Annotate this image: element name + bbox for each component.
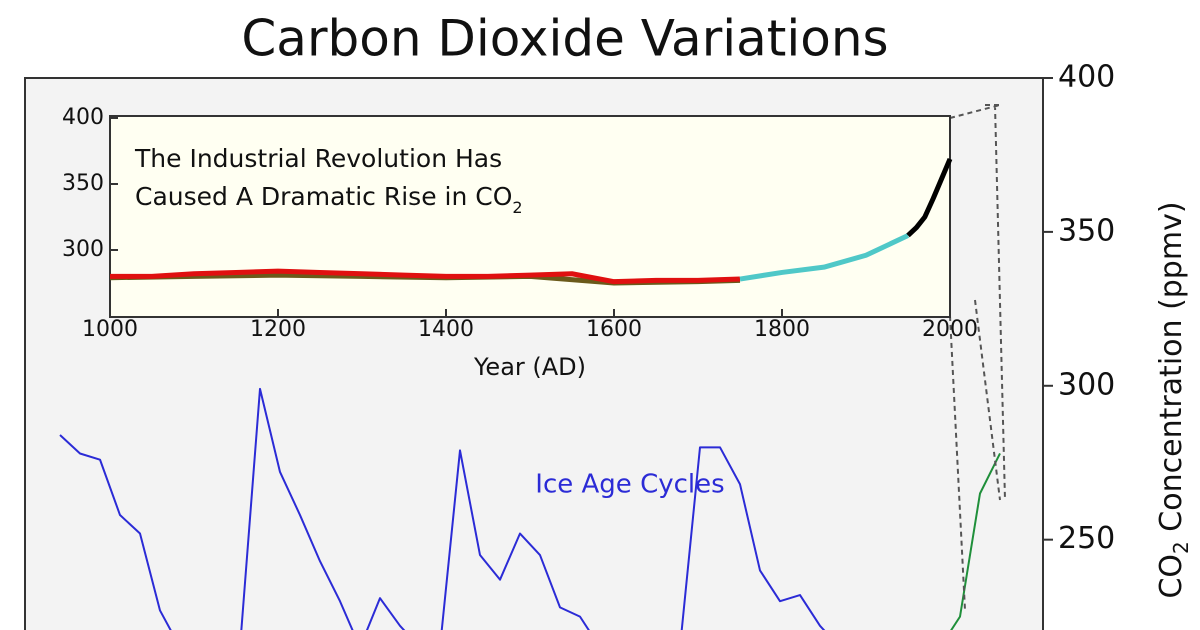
y-tick-label: 400	[62, 105, 104, 130]
connector	[949, 104, 1006, 611]
inset-plot	[109, 157, 953, 286]
data-line	[906, 157, 953, 238]
y-axis-label-sub: 2	[1169, 541, 1193, 554]
data-line	[59, 387, 826, 630]
y-axis-label-part: Concentration (ppmv)	[1154, 201, 1189, 541]
inset-annotation: Caused A Dramatic Rise in CO2	[135, 182, 523, 217]
x-tick-label: 1800	[754, 317, 810, 342]
data-line	[110, 268, 741, 285]
x-tick-label: 1600	[586, 317, 642, 342]
y-tick-label: 350	[1058, 213, 1115, 248]
y-tick-label: 300	[62, 237, 104, 262]
inset-frame	[109, 115, 951, 318]
y-tick-label: 350	[62, 171, 104, 196]
y-tick-label: 300	[1058, 367, 1115, 402]
x-tick-label: 1200	[250, 317, 306, 342]
main-plot	[59, 387, 1001, 630]
inset-annotation: The Industrial Revolution Has	[134, 144, 502, 173]
x-axis-label: Year (AD)	[473, 353, 586, 381]
data-line	[739, 233, 910, 282]
chart-title: Carbon Dioxide Variations	[241, 10, 888, 68]
inset-annotation-part: Caused A Dramatic Rise in CO	[135, 182, 512, 211]
y-axis-label-part: CO	[1154, 554, 1189, 599]
data-line	[950, 453, 1001, 630]
x-tick-label: 2000	[922, 317, 978, 342]
x-tick-label: 1400	[418, 317, 474, 342]
x-tick-label: 1000	[82, 317, 138, 342]
inset-annotation-sub: 2	[512, 198, 522, 217]
annotation: Ice Age Cycles	[535, 470, 724, 500]
y-tick-label: 250	[1058, 521, 1115, 556]
y-tick-label: 400	[1058, 60, 1115, 95]
y-axis-label: CO2 Concentration (ppmv)	[1154, 201, 1193, 598]
